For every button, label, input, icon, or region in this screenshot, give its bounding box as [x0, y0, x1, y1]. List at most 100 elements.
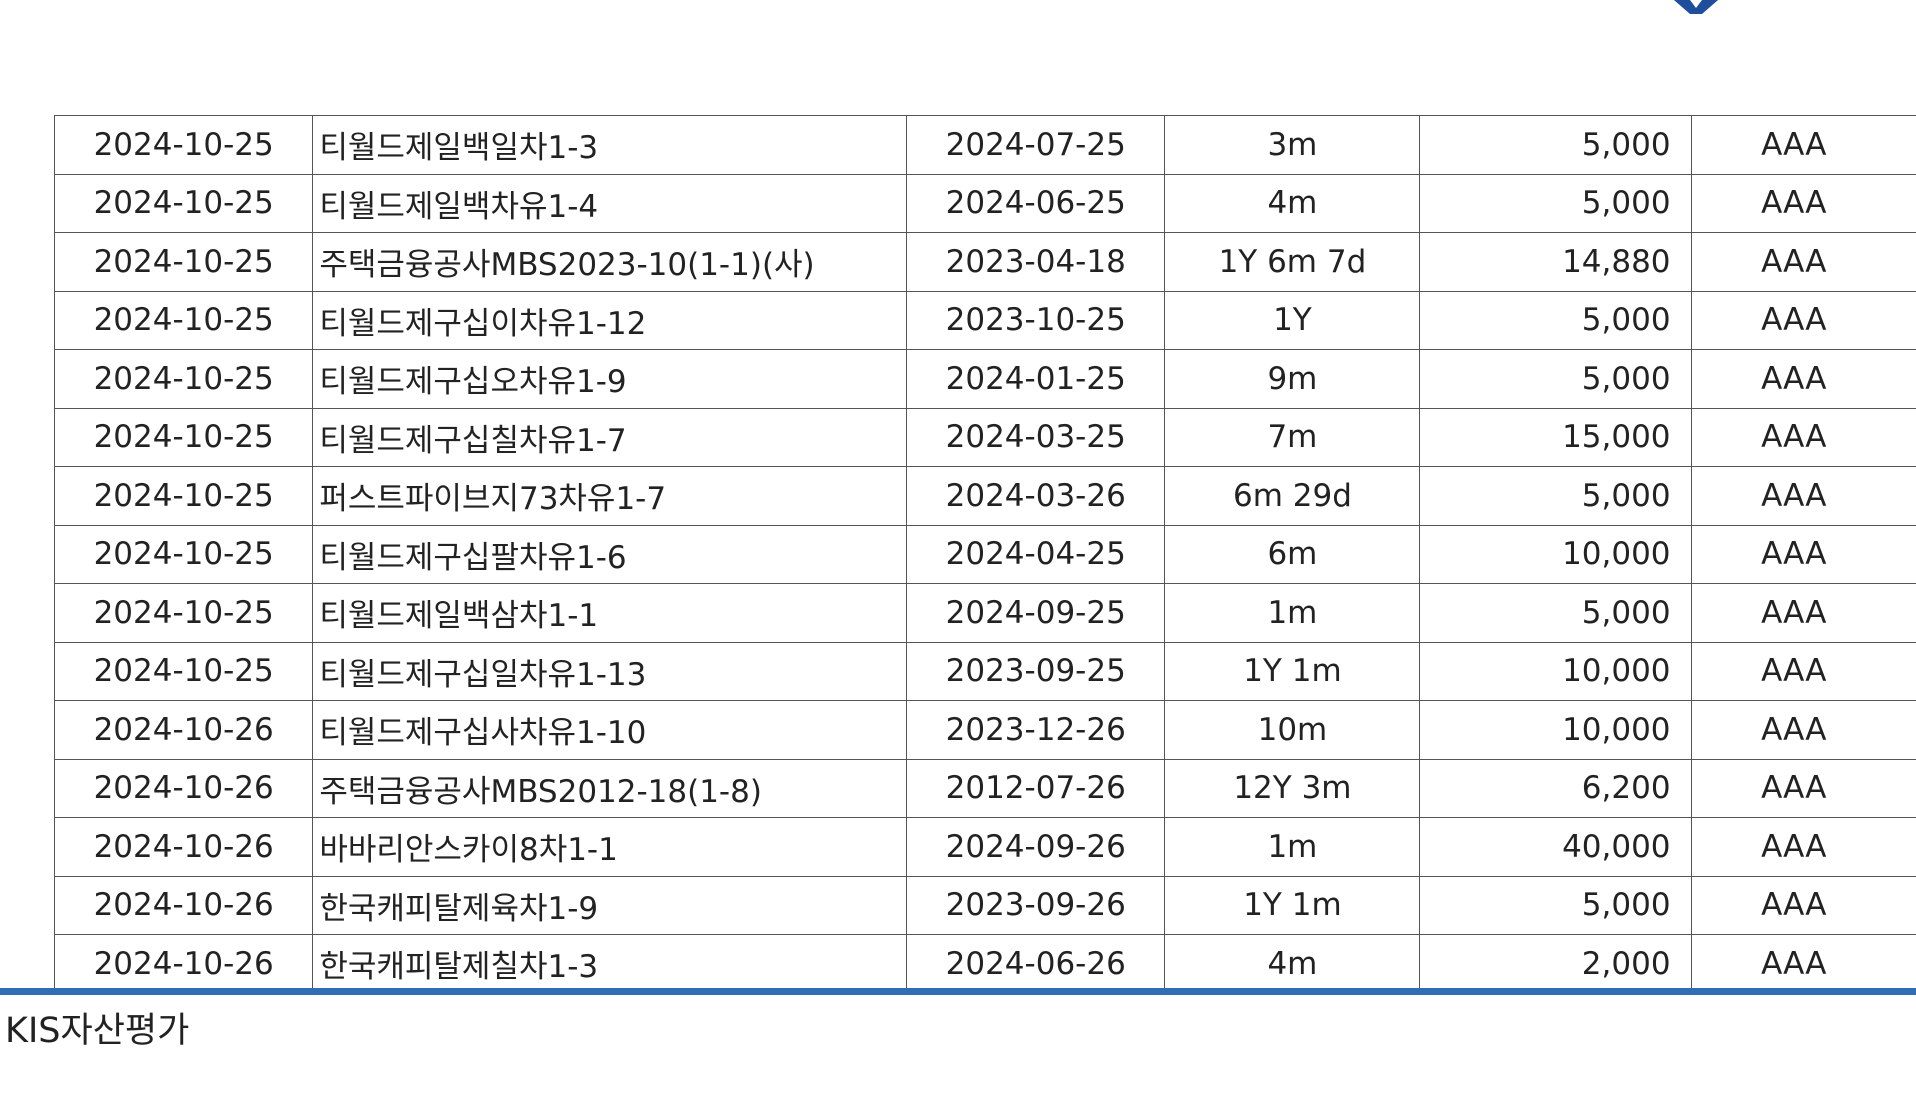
valuation-date-cell: 2024-10-26: [53, 758, 314, 818]
bond-name-cell: 주택금융공사MBS2023-10(1-1)(사): [312, 232, 908, 292]
bond-name-cell: 티월드제구십사차유1-10: [312, 700, 908, 760]
bond-name-cell: 티월드제구십칠차유1-7: [312, 407, 908, 467]
amount-cell: 10,000: [1419, 524, 1692, 584]
table-row: 2024-10-26 한국캐피탈제칠차1-3 2024-06-26 4m 2,000 AA…: [53, 934, 1916, 993]
valuation-date-cell: 2024-10-25: [53, 407, 314, 467]
issue-date-cell: 2024-01-25: [906, 349, 1166, 409]
issue-date-cell: 2024-04-25: [906, 524, 1166, 584]
amount-cell: 5,000: [1419, 875, 1692, 935]
valuation-date-cell: 2024-10-25: [53, 173, 314, 233]
valuation-date-cell: 2024-10-25: [53, 349, 314, 409]
issue-date-cell: 2024-03-26: [906, 466, 1166, 526]
issue-date-cell: 2024-07-25: [906, 115, 1166, 175]
credit-grade-cell: AAA: [1690, 349, 1916, 409]
table-row: 2024-10-26 한국캐피탈제육차1-9 2023-09-26 1Y 1m 5,00…: [53, 875, 1916, 935]
amount-cell: 14,880: [1419, 232, 1692, 292]
bond-name-cell: 티월드제구십이차유1-12: [312, 290, 908, 350]
amount-cell: 5,000: [1419, 115, 1692, 175]
remaining-term-cell: 12Y 3m: [1164, 758, 1421, 818]
bond-name-cell: 바바리안스카이8차1-1: [312, 817, 908, 877]
amount-cell: 10,000: [1419, 700, 1692, 760]
bond-name-cell: 티월드제구십오차유1-9: [312, 349, 908, 409]
amount-cell: 5,000: [1419, 466, 1692, 526]
bond-name-cell: 퍼스트파이브지73차유1-7: [312, 466, 908, 526]
table-row: 2024-10-25 티월드제구십이차유1-12 2023-10-25 1Y 5,000…: [53, 290, 1916, 350]
valuation-date-cell: 2024-10-26: [53, 700, 314, 760]
amount-cell: 5,000: [1419, 290, 1692, 350]
valuation-date-cell: 2024-10-25: [53, 524, 314, 584]
valuation-date-cell: 2024-10-26: [53, 875, 314, 935]
company-logo-icon: [1668, 0, 1732, 14]
bond-name-cell: 주택금융공사MBS2012-18(1-8): [312, 758, 908, 818]
issue-date-cell: 2023-10-25: [906, 290, 1166, 350]
credit-grade-cell: AAA: [1690, 173, 1916, 233]
credit-grade-cell: AAA: [1690, 758, 1916, 818]
remaining-term-cell: 6m: [1164, 524, 1421, 584]
remaining-term-cell: 1Y: [1164, 290, 1421, 350]
credit-grade-cell: AAA: [1690, 290, 1916, 350]
remaining-term-cell: 1Y 6m 7d: [1164, 232, 1421, 292]
table-row: 2024-10-25 티월드제일백삼차1-1 2024-09-25 1m 5,000 AA…: [53, 583, 1916, 643]
remaining-term-cell: 10m: [1164, 700, 1421, 760]
table-row: 2024-10-25 티월드제구십칠차유1-7 2024-03-25 7m 15,000…: [53, 407, 1916, 467]
table-row: 2024-10-26 티월드제구십사차유1-10 2023-12-26 10m 10,0…: [53, 700, 1916, 760]
bond-name-cell: 티월드제구십일차유1-13: [312, 641, 908, 701]
issue-date-cell: 2024-06-25: [906, 173, 1166, 233]
issue-date-cell: 2023-09-26: [906, 875, 1166, 935]
credit-grade-cell: AAA: [1690, 583, 1916, 643]
issue-date-cell: 2024-09-25: [906, 583, 1166, 643]
remaining-term-cell: 4m: [1164, 173, 1421, 233]
amount-cell: 5,000: [1419, 583, 1692, 643]
credit-grade-cell: AAA: [1690, 115, 1916, 175]
remaining-term-cell: 4m: [1164, 934, 1421, 993]
bond-name-cell: 티월드제일백차유1-4: [312, 173, 908, 233]
issue-date-cell: 2024-03-25: [906, 407, 1166, 467]
credit-grade-cell: AAA: [1690, 466, 1916, 526]
table-row: 2024-10-25 퍼스트파이브지73차유1-7 2024-03-26 6m 29d…: [53, 466, 1916, 526]
remaining-term-cell: 7m: [1164, 407, 1421, 467]
valuation-date-cell: 2024-10-26: [53, 934, 314, 993]
issue-date-cell: 2023-09-25: [906, 641, 1166, 701]
amount-cell: 5,000: [1419, 173, 1692, 233]
bond-name-cell: 티월드제일백일차1-3: [312, 115, 908, 175]
valuation-date-cell: 2024-10-25: [53, 466, 314, 526]
bond-table-body: 2024-10-25 티월드제일백일차1-3 2024-07-25 3m 5,000 AA…: [53, 115, 1916, 993]
credit-grade-cell: AAA: [1690, 817, 1916, 877]
table-row: 2024-10-25 티월드제일백차유1-4 2024-06-25 4m 5,000 AA…: [53, 173, 1916, 233]
issue-date-cell: 2024-09-26: [906, 817, 1166, 877]
table-row: 2024-10-25 주택금융공사MBS2023-10(1-1)(사) 2023-0…: [53, 232, 1916, 292]
bond-name-cell: 한국캐피탈제칠차1-3: [312, 934, 908, 993]
table-row: 2024-10-26 주택금융공사MBS2012-18(1-8) 2012-07-2…: [53, 758, 1916, 818]
bond-name-cell: 티월드제구십팔차유1-6: [312, 524, 908, 584]
credit-grade-cell: AAA: [1690, 700, 1916, 760]
table-row: 2024-10-25 티월드제구십일차유1-13 2023-09-25 1Y 1m 10…: [53, 641, 1916, 701]
remaining-term-cell: 6m 29d: [1164, 466, 1421, 526]
valuation-date-cell: 2024-10-25: [53, 115, 314, 175]
remaining-term-cell: 1m: [1164, 817, 1421, 877]
remaining-term-cell: 3m: [1164, 115, 1421, 175]
remaining-term-cell: 9m: [1164, 349, 1421, 409]
table-row: 2024-10-25 티월드제구십오차유1-9 2024-01-25 9m 5,000 A…: [53, 349, 1916, 409]
credit-grade-cell: AAA: [1690, 875, 1916, 935]
remaining-term-cell: 1Y 1m: [1164, 875, 1421, 935]
credit-grade-cell: AAA: [1690, 524, 1916, 584]
credit-grade-cell: AAA: [1690, 934, 1916, 993]
remaining-term-cell: 1Y 1m: [1164, 641, 1421, 701]
credit-grade-cell: AAA: [1690, 407, 1916, 467]
amount-cell: 40,000: [1419, 817, 1692, 877]
table-row: 2024-10-25 티월드제일백일차1-3 2024-07-25 3m 5,000 AA…: [53, 115, 1916, 175]
credit-grade-cell: AAA: [1690, 232, 1916, 292]
credit-grade-cell: AAA: [1690, 641, 1916, 701]
valuation-date-cell: 2024-10-25: [53, 290, 314, 350]
bond-name-cell: 한국캐피탈제육차1-9: [312, 875, 908, 935]
valuation-date-cell: 2024-10-26: [53, 817, 314, 877]
table-row: 2024-10-26 바바리안스카이8차1-1 2024-09-26 1m 40,000…: [53, 817, 1916, 877]
footer-company-name: KIS자산평가: [5, 1011, 190, 1051]
issue-date-cell: 2012-07-26: [906, 758, 1166, 818]
amount-cell: 5,000: [1419, 349, 1692, 409]
amount-cell: 10,000: [1419, 641, 1692, 701]
amount-cell: 2,000: [1419, 934, 1692, 993]
valuation-date-cell: 2024-10-25: [53, 232, 314, 292]
bond-table: 2024-10-25 티월드제일백일차1-3 2024-07-25 3m 5,000 AA…: [53, 115, 1916, 993]
amount-cell: 15,000: [1419, 407, 1692, 467]
